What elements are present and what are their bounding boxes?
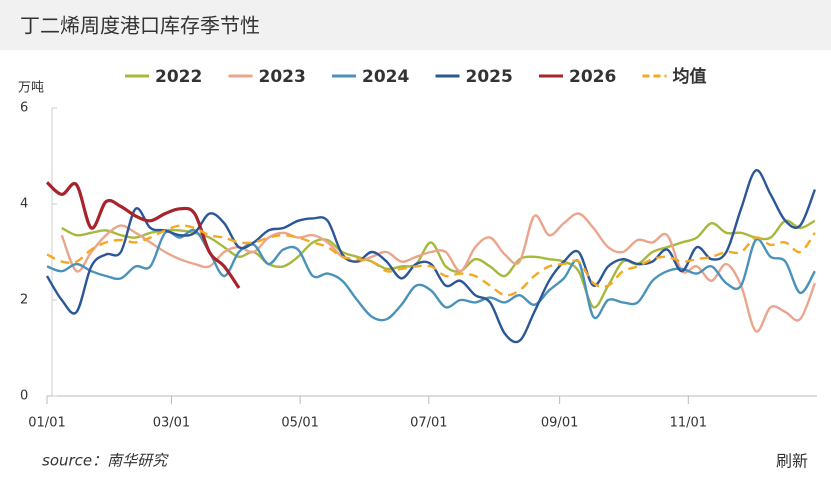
- y-tick-label: 4: [20, 197, 28, 212]
- legend-label: 2025: [466, 67, 513, 87]
- x-tick-label: 09/01: [541, 416, 578, 431]
- x-tick-label: 07/01: [410, 416, 447, 431]
- series-line: [46, 224, 816, 297]
- refresh-button[interactable]: 刷新: [776, 452, 808, 471]
- header-bar: [0, 0, 831, 50]
- x-tick-label: 05/01: [281, 416, 318, 431]
- x-tick-label: 01/01: [28, 416, 65, 431]
- legend-label: 2023: [259, 67, 306, 87]
- source: source：南华研究: [42, 452, 169, 470]
- y-tick-label: 6: [20, 101, 28, 116]
- legend-label: 均值: [673, 66, 707, 87]
- series-line: [45, 169, 817, 344]
- x-tick-label: 03/01: [153, 416, 190, 431]
- legend-label: 2022: [155, 67, 202, 87]
- legend-label: 2024: [362, 67, 409, 87]
- series-line: [61, 219, 816, 309]
- chart-title: 丁二烯周度港口库存季节性: [20, 14, 260, 38]
- y-tick-label: 2: [20, 293, 28, 308]
- y-unit: 万吨: [18, 81, 44, 96]
- legend-label: 2026: [569, 67, 616, 87]
- y-tick-label: 0: [20, 389, 28, 404]
- series-line: [46, 228, 816, 322]
- x-tick-label: 11/01: [670, 416, 707, 431]
- series-line: [45, 181, 241, 289]
- series-line: [60, 212, 817, 333]
